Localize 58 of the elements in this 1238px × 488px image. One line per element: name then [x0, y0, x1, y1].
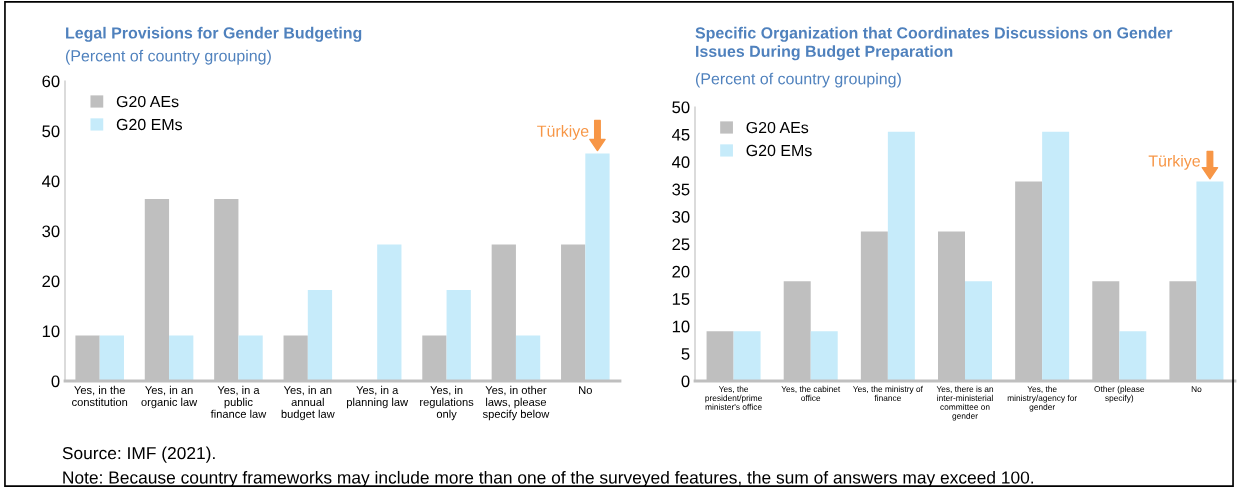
chart-title: Legal Provisions for Gender Budgeting	[66, 26, 362, 42]
y-tick-label: 45	[671, 128, 690, 141]
chart-title: Specific Organization that Coordinates Discussions on Gender Issues During Budget Preparation	[695, 26, 1173, 61]
bar	[810, 331, 838, 381]
y-tick-label: 40	[671, 156, 690, 168]
bar	[887, 131, 915, 381]
y-tick-label: 30	[672, 211, 690, 223]
y-tick-label: 0	[51, 375, 60, 388]
x-tick-label: Yes, in other laws, please specify below	[482, 385, 550, 421]
bar	[515, 335, 541, 381]
annotation: Türkiye	[537, 125, 589, 140]
x-tick-label: Yes, in an annual budget law	[281, 385, 335, 421]
y-tick-label: 10	[672, 320, 690, 333]
y-tick-label: 10	[42, 325, 60, 338]
x-tick-label: Yes, in the constitution	[72, 385, 128, 406]
legend-label: G20 EMs	[116, 118, 183, 131]
bar	[1119, 331, 1147, 381]
y-tick-label: 50	[42, 125, 60, 138]
bar	[169, 335, 194, 381]
x-tick-label: Yes, in a planning law	[347, 385, 409, 409]
legend-label: G20 AEs	[116, 95, 179, 108]
y-tick-label: 50	[672, 101, 690, 114]
text: Note: Because country frameworks may include more than one of the surveyed features, the sum of answers may exceed 100.	[63, 470, 1034, 488]
y-tick-label: 25	[672, 238, 690, 251]
chart-subtitle: (Percent of country grouping)	[695, 72, 901, 88]
x-tick-label: No	[579, 386, 592, 395]
bar	[965, 281, 992, 381]
bar	[446, 290, 471, 381]
bar	[733, 331, 761, 381]
x-tick-label: Yes, the ministry of finance	[852, 385, 923, 401]
bar	[238, 335, 263, 381]
x-tick-label: No	[1191, 386, 1202, 392]
y-tick-label: 20	[42, 275, 60, 288]
x-tick-label: Yes, the cabinet office	[781, 385, 841, 401]
x-tick-label: Yes, in regulations only	[420, 385, 474, 421]
y-tick-label: 15	[672, 293, 690, 305]
source-note: Source: IMF (2021).	[62, 446, 215, 463]
y-tick-label: 40	[41, 175, 60, 188]
y-tick-label: 5	[681, 348, 690, 360]
y-tick-label: 60	[42, 75, 60, 88]
x-tick-label: Yes, there is an inter-ministerial committee on gender	[936, 385, 994, 421]
legend-label: G20 EMs	[746, 144, 812, 157]
x-tick-label: Other (please specify)	[1094, 385, 1145, 403]
bar	[99, 335, 124, 381]
legend-label: G20 AEs	[746, 121, 809, 134]
annotation: Türkiye	[1148, 154, 1200, 170]
bar	[307, 290, 333, 381]
x-tick-label: Yes, in an organic law	[141, 385, 198, 409]
chart-subtitle: (Percent of country grouping)	[65, 49, 271, 65]
x-tick-label: Yes, in a public finance law	[210, 385, 267, 418]
y-tick-label: 0	[681, 375, 690, 388]
x-tick-label: Yes, the president/prime minister's office	[705, 385, 762, 410]
x-tick-label: Yes, the ministry/agency for gender	[1007, 385, 1077, 412]
y-tick-label: 30	[42, 225, 60, 238]
y-tick-label: 20	[672, 265, 690, 278]
bar	[1042, 131, 1070, 381]
bar	[377, 244, 402, 381]
y-tick-label: 35	[672, 183, 690, 196]
